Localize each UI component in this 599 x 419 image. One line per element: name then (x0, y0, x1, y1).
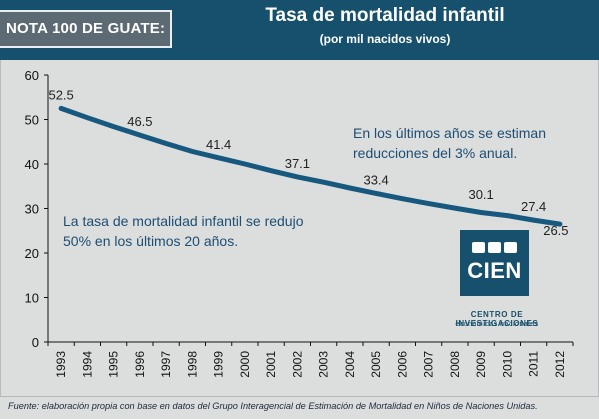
y-tick-label: 40 (25, 157, 39, 172)
x-tick-label: 2012 (553, 351, 567, 378)
y-tick-label: 0 (32, 335, 39, 350)
data-label: 26.5 (543, 223, 568, 238)
x-tick-label: 2005 (369, 351, 383, 378)
x-tick-label: 2011 (527, 351, 541, 377)
x-tick-label: 1998 (185, 351, 199, 378)
x-tick-label: 1993 (54, 351, 68, 378)
y-tick-label: 50 (25, 113, 39, 128)
annotation-reduction-rate: En los últimos años se estiman reduccion… (353, 123, 593, 163)
data-label: 27.4 (521, 199, 546, 214)
x-tick-label: 2006 (395, 351, 409, 378)
logo-text: CIEN (460, 258, 529, 284)
y-tick-label: 30 (25, 202, 39, 217)
x-tick-label: 2007 (422, 351, 436, 378)
x-tick-label: 2008 (448, 351, 462, 378)
data-label: 52.5 (48, 87, 73, 102)
x-tick-label: 2009 (474, 351, 488, 378)
x-tick-label: 1999 (212, 351, 226, 378)
y-tick-label: 10 (25, 291, 39, 306)
y-tick-label: 60 (25, 68, 39, 83)
data-label: 46.5 (127, 114, 152, 129)
org-subtitle: económicas nacionales (432, 321, 562, 328)
x-tick-label: 1997 (159, 351, 173, 378)
data-label: 37.1 (285, 156, 310, 171)
y-tick-label: 20 (25, 246, 39, 261)
data-label: 30.1 (468, 187, 493, 202)
x-tick-label: 1995 (107, 351, 121, 378)
data-label: 41.4 (206, 137, 231, 152)
x-tick-label: 2003 (317, 351, 331, 378)
logo-bars-icon (472, 242, 517, 254)
x-tick-label: 2010 (500, 351, 514, 378)
x-tick-label: 2004 (343, 351, 357, 378)
x-tick-label: 1996 (133, 351, 147, 378)
line-chart: 0 10 20 30 40 50 60 1993 1994 1995 1996 1997 1998 199… (0, 0, 599, 396)
cien-logo: CIEN (460, 230, 529, 296)
source-text: Fuente: elaboración propia con base en d… (8, 401, 538, 411)
x-tick-label: 2002 (290, 351, 304, 378)
x-tick-label: 2001 (264, 351, 278, 378)
x-tick-label: 1994 (80, 351, 94, 378)
data-label: 33.4 (363, 172, 388, 187)
x-tick-label: 2000 (238, 351, 252, 378)
annotation-fifty-percent: La tasa de mortalidad infantil se redujo… (63, 211, 323, 251)
source-note: Fuente: elaboración propia con base en d… (0, 396, 599, 419)
